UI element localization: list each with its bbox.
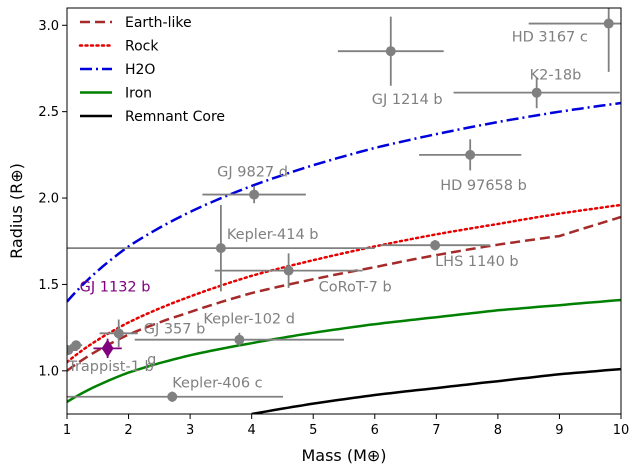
- x-tick-label: 3: [186, 423, 194, 438]
- planet-g: [69, 340, 83, 351]
- data-point: [603, 18, 614, 29]
- x-tick-label: 6: [371, 423, 379, 438]
- data-point: [249, 189, 260, 200]
- y-tick-label: 3.0: [38, 19, 59, 34]
- data-point: [531, 87, 542, 98]
- planet-label: GJ 357 b: [144, 321, 206, 337]
- legend-label: Rock: [125, 39, 159, 55]
- x-tick-label: 4: [248, 423, 256, 438]
- x-tick-label: 5: [309, 423, 317, 438]
- planet-lhs-1140-b: [380, 240, 490, 251]
- data-point: [67, 345, 74, 356]
- planet-label: GJ 1214 b: [372, 92, 443, 108]
- x-tick-label: 8: [494, 423, 502, 438]
- planet-gj-1214-b: [337, 16, 444, 86]
- legend-label: Iron: [125, 86, 152, 102]
- y-tick-label: 1.0: [38, 364, 59, 379]
- legend-item-rock: Rock: [78, 39, 159, 55]
- data-point: [283, 265, 294, 276]
- x-axis-label: Mass (M⊕): [301, 446, 386, 465]
- legend: Earth-like Rock H2O Iron Remnant Core: [78, 15, 225, 125]
- data-point: [101, 339, 114, 358]
- planet-label: HD 3167 c: [512, 30, 588, 46]
- axis-ticks: 1 2 3 4 5 6 7 8 9 10 1.0 1.5 2.0 2.5 3.0: [38, 19, 629, 438]
- x-tick-label: 9: [555, 423, 563, 438]
- y-tick-label: 1.5: [38, 278, 59, 293]
- planet-kepler-102-d: [134, 332, 344, 347]
- planet-label: Kepler-102 d: [203, 312, 295, 328]
- x-tick-label: 7: [432, 423, 440, 438]
- curve-iron: [67, 298, 621, 403]
- planet-label: CoRoT-7 b: [319, 280, 392, 296]
- legend-item-iron: Iron: [80, 86, 152, 102]
- data-point: [385, 46, 396, 57]
- planet-label: K2-18b: [530, 68, 582, 84]
- y-axis-label: Radius (R⊕): [7, 163, 26, 259]
- data-point: [465, 149, 476, 160]
- planet-label: Trappist-1 b: [67, 359, 154, 375]
- x-tick-label: 10: [613, 423, 630, 438]
- curve-h2o: [67, 101, 621, 303]
- legend-item-earth-like: Earth-like: [80, 15, 192, 31]
- planet-gj-9827-d: [202, 185, 306, 204]
- x-tick-label: 2: [124, 423, 132, 438]
- data-point: [71, 340, 82, 351]
- planet-corot-7-b: [214, 253, 363, 288]
- model-curves: [67, 101, 621, 414]
- plot-frame: [66, 7, 622, 415]
- planet-kepler-406-c: [67, 391, 284, 402]
- planet-trappist-1-b: [67, 345, 78, 356]
- planet-gj-1132-b: [93, 338, 122, 359]
- curve-remnant-core: [251, 367, 621, 414]
- curve-earth-like: [67, 215, 621, 372]
- legend-label: Earth-like: [125, 15, 192, 31]
- legend-label: H2O: [125, 62, 155, 78]
- y-tick-label: 2.0: [38, 192, 59, 207]
- planet-hd-97658-b: [419, 139, 522, 171]
- planet-kepler-414-b: [67, 204, 375, 292]
- planet-hd-3167-c: [528, 8, 621, 72]
- planet-label: GJ 1132 b: [80, 279, 151, 295]
- planet-label: GJ 9827 d: [217, 165, 288, 181]
- planet-gj-357-b: [99, 319, 138, 348]
- planet-label: Kepler-406 c: [172, 376, 262, 392]
- curve-rock: [67, 203, 621, 364]
- legend-item-remnant-core: Remnant Core: [80, 109, 225, 125]
- data-point: [234, 334, 245, 345]
- legend-label: Remnant Core: [125, 109, 225, 125]
- planet-label: HD 97658 b: [440, 178, 527, 194]
- data-point: [430, 240, 441, 251]
- planet-points: [67, 8, 621, 402]
- data-point: [113, 328, 124, 339]
- planet-labels: HD 3167 c K2-18b GJ 1214 b HD 97658 b GJ 982…: [67, 30, 588, 392]
- legend-item-h2o: H2O: [80, 62, 155, 78]
- planet-label: g: [147, 352, 156, 368]
- data-point: [167, 391, 178, 402]
- x-tick-label: 1: [63, 423, 71, 438]
- y-tick-label: 2.5: [38, 105, 59, 120]
- planet-k2-18b: [453, 77, 620, 109]
- data-point: [215, 243, 226, 254]
- planet-label: LHS 1140 b: [435, 254, 519, 270]
- planet-label: Kepler-414 b: [227, 227, 319, 243]
